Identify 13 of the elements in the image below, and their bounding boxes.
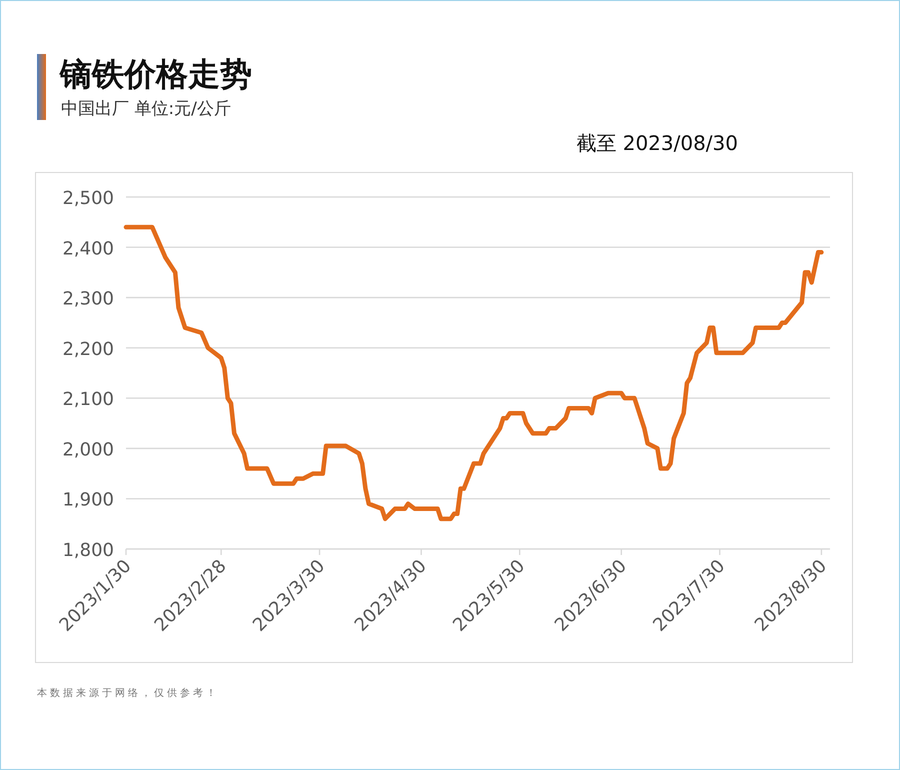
y-tick-label: 2,400 bbox=[62, 238, 114, 260]
y-tick-label: 1,900 bbox=[62, 490, 114, 511]
y-tick-label: 2,500 bbox=[62, 188, 114, 209]
y-tick-label: 2,200 bbox=[62, 338, 114, 360]
y-tick-label: 1,800 bbox=[62, 540, 114, 561]
y-tick-label: 2,100 bbox=[62, 389, 114, 410]
text: 截至 2023/08/30 bbox=[576, 131, 738, 155]
line-series bbox=[124, 224, 824, 522]
chart-subtitle: 中国出厂 单位:元/公斤 bbox=[61, 99, 231, 119]
text: 本数据来源于网络，仅供参考！ bbox=[37, 687, 219, 699]
y-tick-label: 2,000 bbox=[62, 439, 114, 460]
y-tick-label: 2,300 bbox=[62, 288, 114, 310]
chart-title: 镝铁价格走势 bbox=[59, 55, 252, 93]
